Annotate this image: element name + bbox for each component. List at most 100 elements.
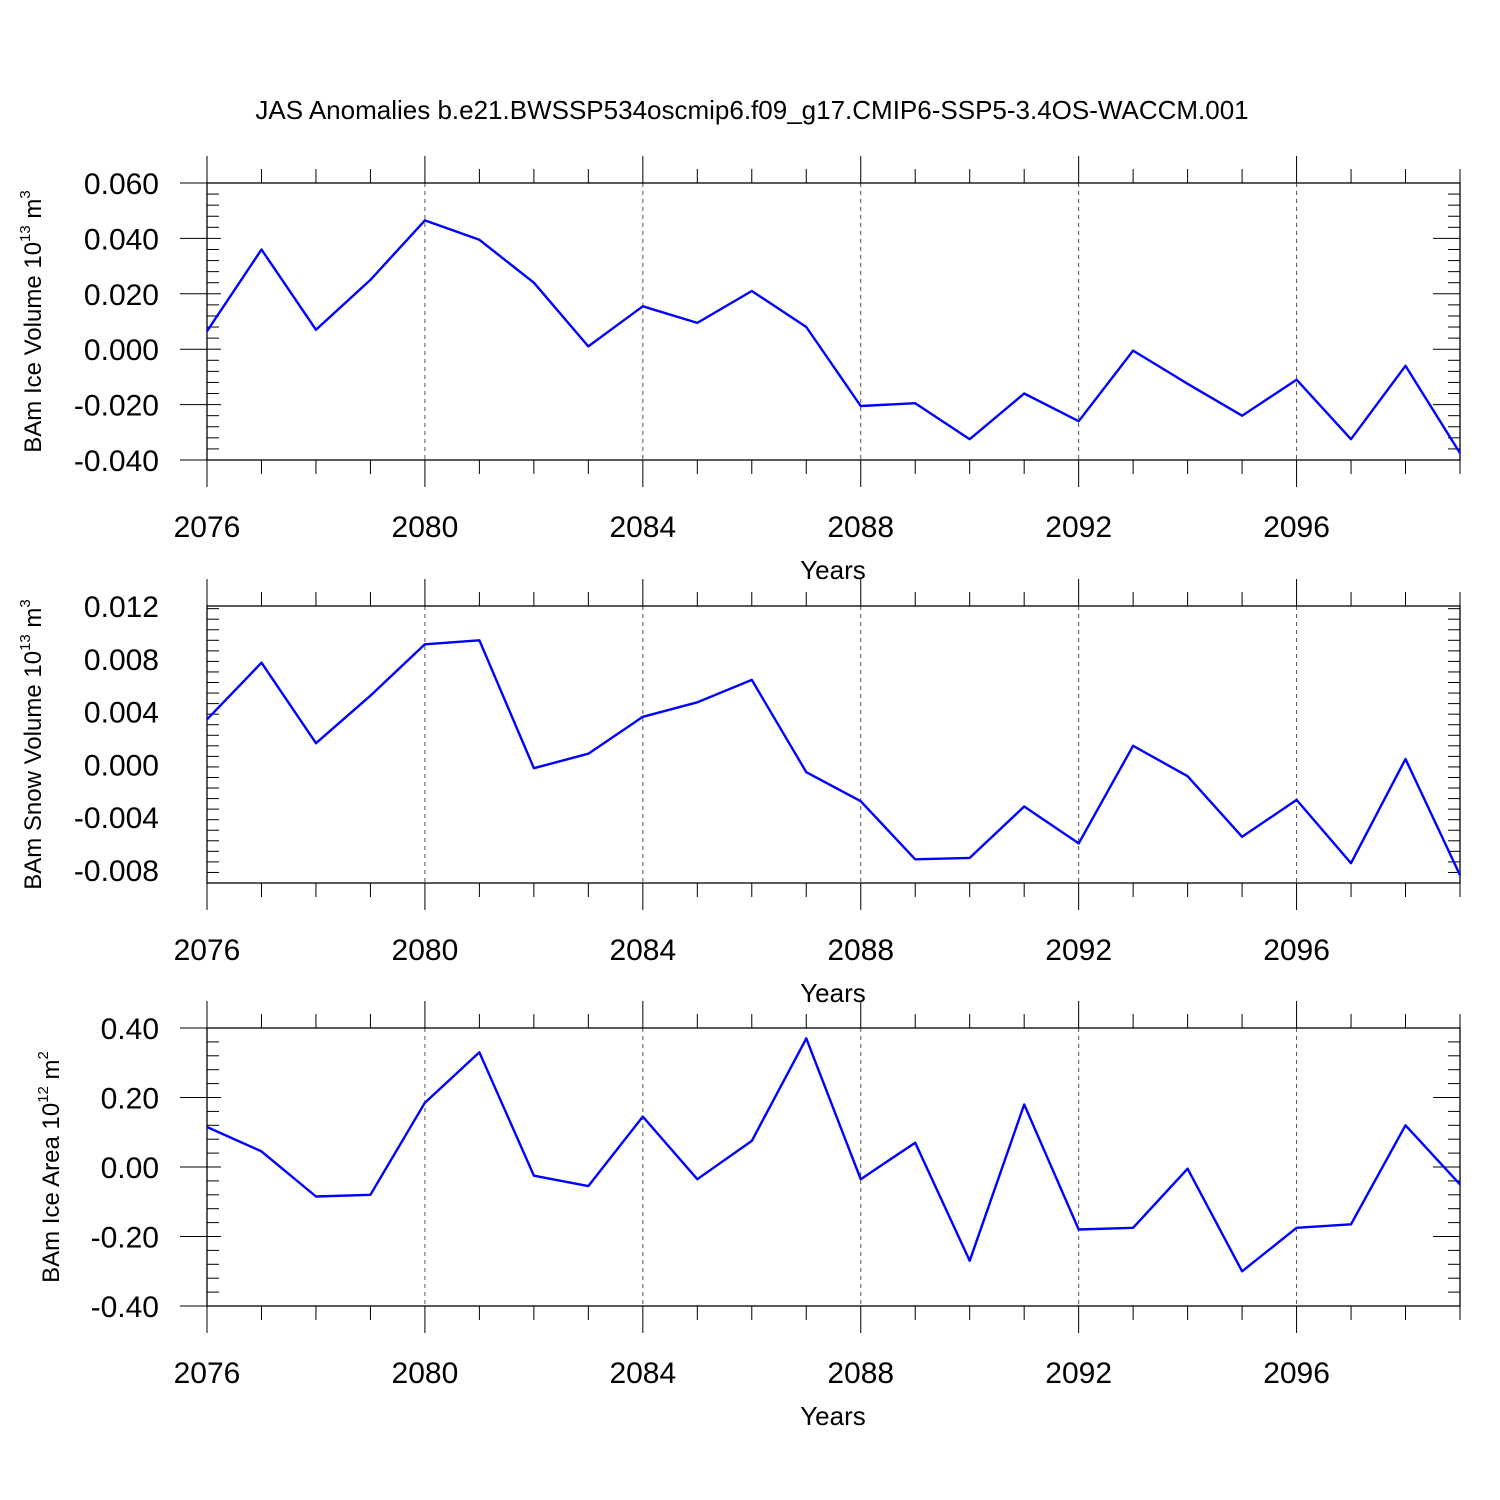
- data-point-2086: [750, 289, 754, 293]
- y-tick-label: -0.40: [91, 1291, 159, 1324]
- y-tick-label: 0.000: [84, 749, 159, 782]
- x-tick-label: 2092: [1045, 511, 1112, 544]
- data-point-2087: [804, 770, 808, 774]
- data-point-2082: [532, 766, 536, 770]
- data-point-2086: [750, 1139, 754, 1143]
- x-tick-label: 2076: [174, 934, 241, 967]
- y-tick-label: -0.020: [74, 390, 159, 423]
- data-point-2089: [913, 857, 917, 861]
- x-axis-title: Years: [800, 555, 866, 585]
- panel-3: 0.40 0.20 0.00 -0.20 -0.40 2076 2080 2084 2088 20…: [35, 1001, 1462, 1431]
- data-point-2086: [750, 678, 754, 682]
- x-tick-label: 2084: [609, 511, 676, 544]
- y-tick-label: -0.040: [74, 445, 159, 478]
- series-line: [206, 219, 1462, 454]
- data-point-2079: [368, 1193, 372, 1197]
- data-point-2091: [1022, 804, 1026, 808]
- y-tick-label: 0.012: [84, 591, 159, 624]
- x-tick-label: 2076: [174, 1357, 241, 1390]
- y-tick-label: 0.20: [101, 1083, 159, 1116]
- data-point-2077: [259, 661, 263, 665]
- x-tick-label: 2080: [392, 1357, 459, 1390]
- data-point-2085: [695, 700, 699, 704]
- data-point-2083: [586, 1184, 590, 1188]
- plot-frame: [206, 1027, 1461, 1307]
- y-tick-label: 0.000: [84, 334, 159, 367]
- data-point-2094: [1186, 382, 1190, 386]
- data-point-2079: [368, 278, 372, 282]
- x-axis-title: Years: [800, 978, 866, 1008]
- figure-title: JAS Anomalies b.e21.BWSSP534oscmip6.f09_…: [255, 95, 1248, 125]
- data-point-2081: [477, 238, 481, 242]
- data-point-2088: [859, 799, 863, 803]
- data-point-2085: [695, 1177, 699, 1181]
- y-tick-label: -0.004: [74, 802, 159, 835]
- data-point-2094: [1186, 774, 1190, 778]
- y-tick-label: 0.020: [84, 279, 159, 312]
- data-point-2096: [1295, 798, 1299, 802]
- y-axis-title: BAm Ice Area 1012 m2: [35, 1051, 65, 1283]
- data-point-2080: [423, 218, 427, 222]
- data-point-2077: [259, 1149, 263, 1153]
- x-tick-label: 2092: [1045, 934, 1112, 967]
- data-point-2089: [913, 401, 917, 405]
- data-point-2081: [477, 1050, 481, 1054]
- x-axis-title: Years: [800, 1401, 866, 1431]
- data-point-2089: [913, 1141, 917, 1145]
- data-point-2084: [641, 1115, 645, 1119]
- data-point-2087: [804, 1036, 808, 1040]
- data-point-2076: [205, 329, 209, 333]
- data-point-2096: [1295, 378, 1299, 382]
- data-point-2092: [1077, 1228, 1081, 1232]
- x-tick-label: 2084: [609, 1357, 676, 1390]
- data-point-2084: [641, 304, 645, 308]
- data-point-2090: [968, 1259, 972, 1263]
- x-tick-label: 2096: [1263, 1357, 1330, 1390]
- data-point-2095: [1240, 414, 1244, 418]
- data-point-2091: [1022, 1102, 1026, 1106]
- x-tick-label: 2088: [827, 1357, 894, 1390]
- y-tick-label: 0.040: [84, 223, 159, 256]
- data-point-2080: [423, 642, 427, 646]
- y-tick-label: 0.060: [84, 168, 159, 201]
- data-point-2099: [1458, 1182, 1462, 1186]
- data-point-2084: [641, 715, 645, 719]
- x-tick-label: 2092: [1045, 1357, 1112, 1390]
- y-tick-label: -0.20: [91, 1222, 159, 1255]
- chart-panels: 0.060 0.040 0.020 0.000 -0.020 -0.040 2076 2080…: [17, 156, 1462, 1431]
- data-point-2091: [1022, 392, 1026, 396]
- x-tick-label: 2080: [392, 511, 459, 544]
- data-point-2083: [586, 752, 590, 756]
- y-tick-label: 0.008: [84, 644, 159, 677]
- data-point-2088: [859, 1177, 863, 1181]
- data-point-2082: [532, 281, 536, 285]
- data-point-2095: [1240, 835, 1244, 839]
- data-point-2093: [1131, 744, 1135, 748]
- series-line: [206, 639, 1462, 876]
- data-point-2097: [1349, 861, 1353, 865]
- data-point-2076: [205, 717, 209, 721]
- data-point-2094: [1186, 1167, 1190, 1171]
- data-point-2082: [532, 1174, 536, 1178]
- y-axis-title: BAm Ice Volume 1013 m3: [17, 190, 47, 452]
- data-point-2098: [1404, 757, 1408, 761]
- y-tick-label: 0.40: [101, 1013, 159, 1046]
- plot-frame: [206, 182, 1461, 461]
- data-point-2078: [314, 1195, 318, 1199]
- x-tick-label: 2088: [827, 511, 894, 544]
- data-point-2083: [586, 344, 590, 348]
- y-tick-label: -0.008: [74, 855, 159, 888]
- plot-frame: [206, 605, 1461, 884]
- data-point-2077: [259, 247, 263, 251]
- data-point-2093: [1131, 349, 1135, 353]
- x-tick-label: 2076: [174, 511, 241, 544]
- panel-2: 0.012 0.008 0.004 0.000 -0.004 -0.008 2076 2080…: [17, 579, 1462, 1008]
- data-point-2092: [1077, 841, 1081, 845]
- data-point-2095: [1240, 1269, 1244, 1273]
- data-point-2093: [1131, 1226, 1135, 1230]
- data-point-2097: [1349, 437, 1353, 441]
- y-tick-label: 0.00: [101, 1152, 159, 1185]
- x-tick-label: 2096: [1263, 934, 1330, 967]
- data-point-2090: [968, 856, 972, 860]
